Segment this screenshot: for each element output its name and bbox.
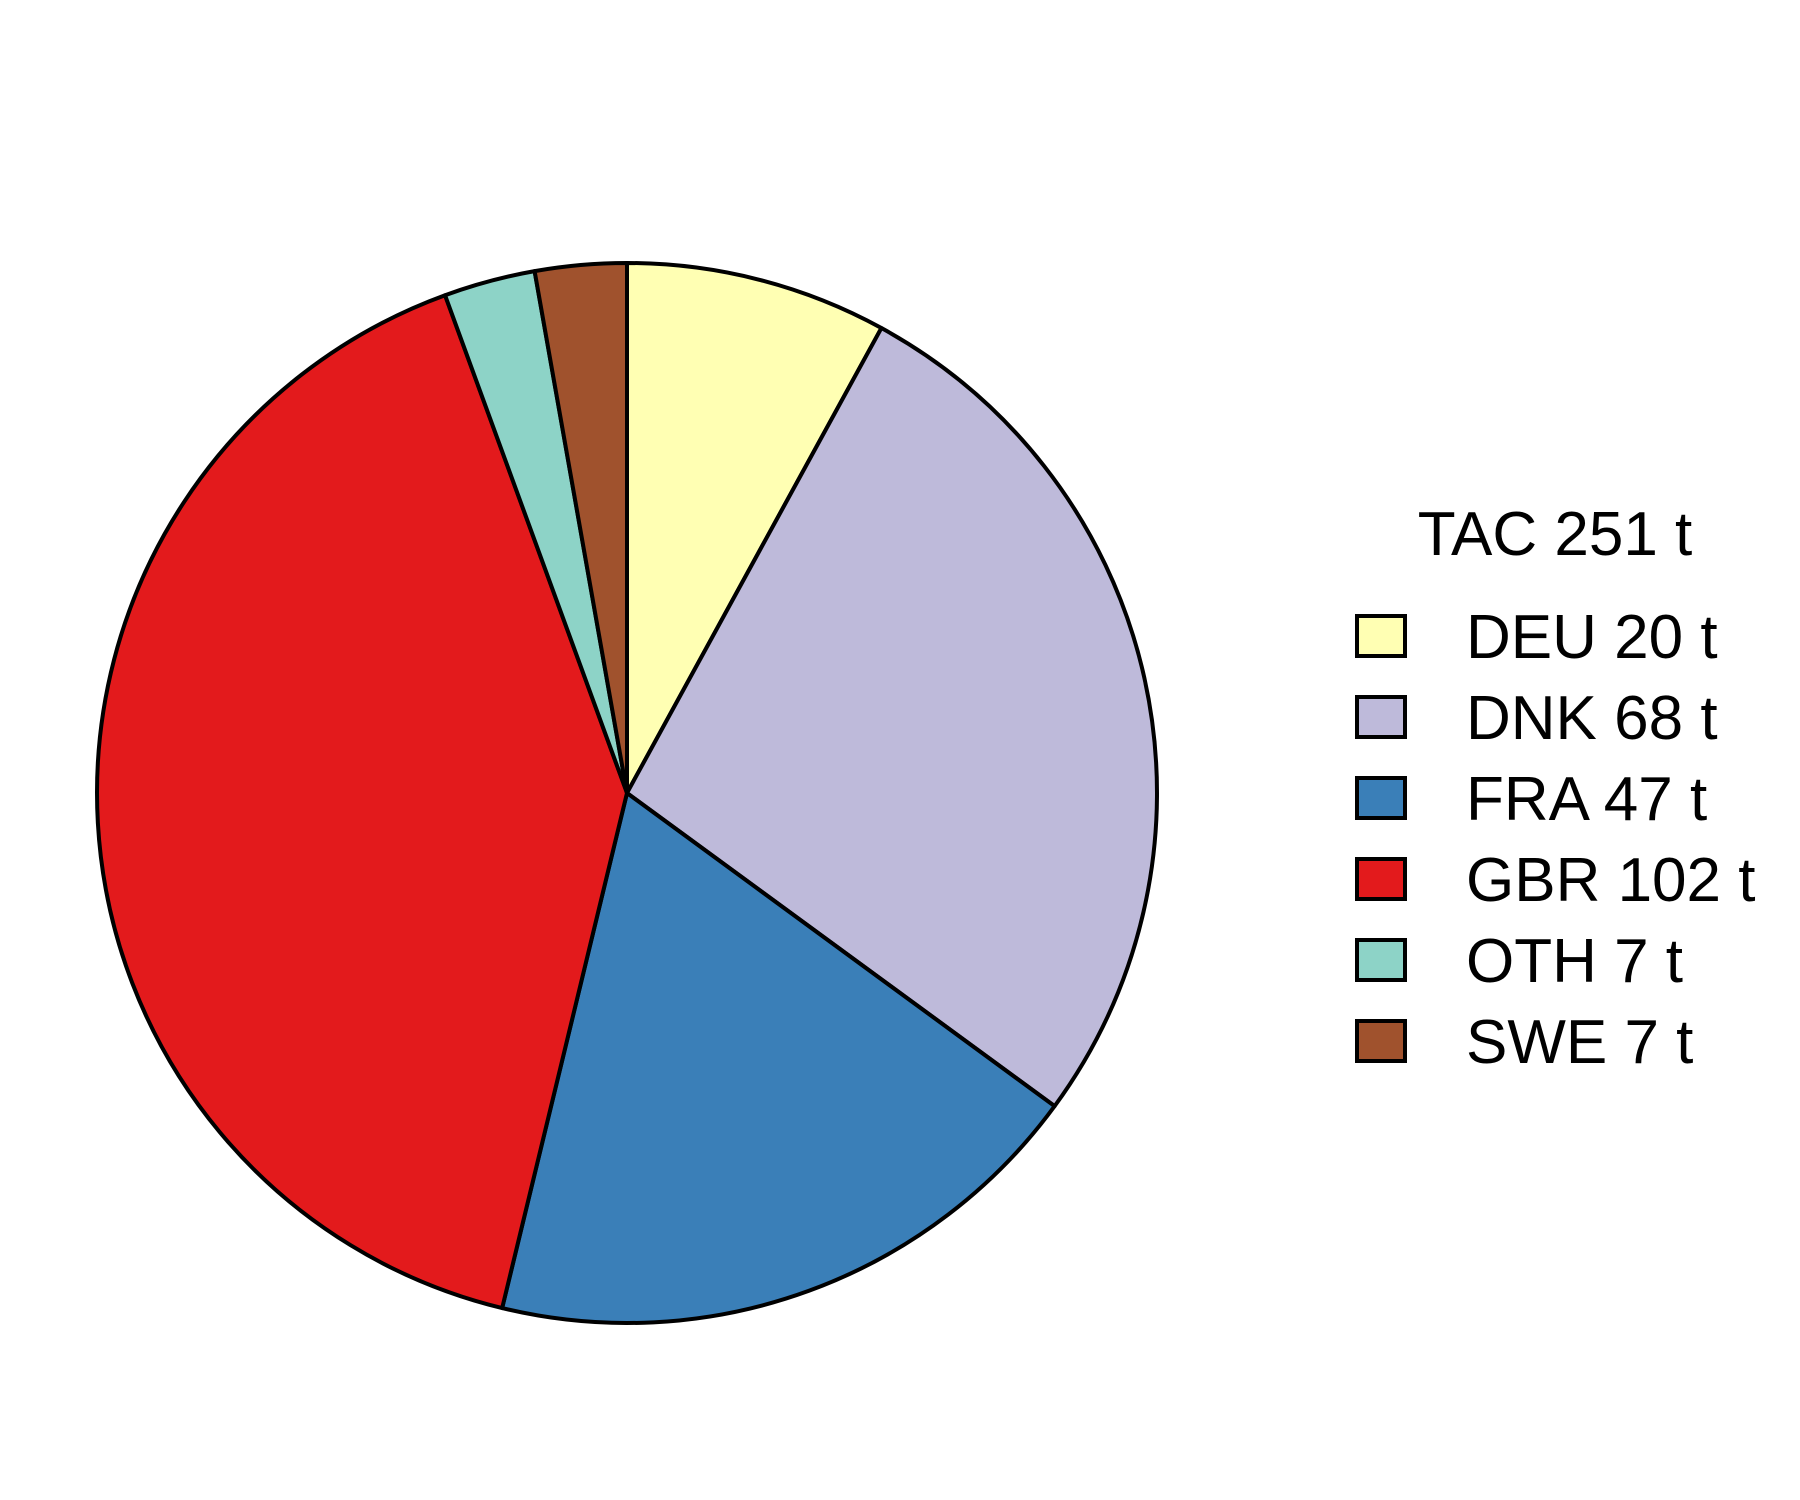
legend-label-oth: OTH 7 t <box>1466 927 1683 996</box>
legend-item-dnk: DNK 68 t <box>1355 684 1718 753</box>
legend-item-oth: OTH 7 t <box>1355 927 1683 996</box>
pie-slice-gbr <box>95 293 629 1311</box>
legend: TAC 251 t DEU 20 t DNK 68 t FRA 47 t GBR 10… <box>1355 500 1755 1077</box>
legend-swatch-fra <box>1355 776 1407 820</box>
pie-slice-swe <box>532 261 629 795</box>
pie-slice-dnk <box>625 326 1159 1109</box>
legend-title: TAC 251 t <box>1418 500 1693 569</box>
legend-label-dnk: DNK 68 t <box>1466 684 1718 753</box>
legend-item-gbr: GBR 102 t <box>1355 846 1755 915</box>
legend-items: DEU 20 t DNK 68 t FRA 47 t GBR 102 t OTH 7 t… <box>1355 603 1755 1077</box>
legend-swatch-dnk <box>1355 695 1407 739</box>
legend-item-fra: FRA 47 t <box>1355 765 1707 834</box>
pie-slice-deu <box>625 261 884 795</box>
legend-label-deu: DEU 20 t <box>1466 603 1718 672</box>
legend-item-deu: DEU 20 t <box>1355 603 1718 672</box>
legend-swatch-oth <box>1355 938 1407 982</box>
legend-label-swe: SWE 7 t <box>1466 1008 1693 1077</box>
legend-item-swe: SWE 7 t <box>1355 1008 1693 1077</box>
legend-label-fra: FRA 47 t <box>1466 765 1707 834</box>
legend-swatch-swe <box>1355 1019 1407 1063</box>
legend-swatch-gbr <box>1355 857 1407 901</box>
pie-slices <box>95 261 1159 1325</box>
pie-slice-fra <box>500 791 1057 1325</box>
legend-label-gbr: GBR 102 t <box>1466 846 1755 915</box>
legend-swatch-deu <box>1355 614 1407 658</box>
